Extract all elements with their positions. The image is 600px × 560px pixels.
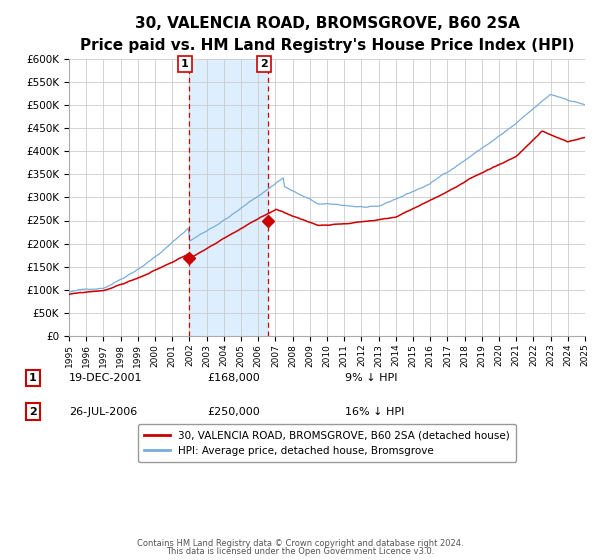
Text: Contains HM Land Registry data © Crown copyright and database right 2024.: Contains HM Land Registry data © Crown c…	[137, 539, 463, 548]
Text: 1: 1	[29, 373, 37, 383]
Bar	[189, 59, 268, 336]
Text: 16% ↓ HPI: 16% ↓ HPI	[345, 407, 404, 417]
Text: 2: 2	[260, 59, 268, 69]
Text: This data is licensed under the Open Government Licence v3.0.: This data is licensed under the Open Gov…	[166, 547, 434, 556]
Text: 1: 1	[181, 59, 189, 69]
Text: 2: 2	[29, 407, 37, 417]
Legend: 30, VALENCIA ROAD, BROMSGROVE, B60 2SA (detached house), HPI: Average price, det: 30, VALENCIA ROAD, BROMSGROVE, B60 2SA (…	[137, 424, 517, 462]
Text: £250,000: £250,000	[207, 407, 260, 417]
Text: 9% ↓ HPI: 9% ↓ HPI	[345, 373, 398, 383]
Text: 26-JUL-2006: 26-JUL-2006	[69, 407, 137, 417]
Text: 19-DEC-2001: 19-DEC-2001	[69, 373, 143, 383]
Text: £168,000: £168,000	[207, 373, 260, 383]
Title: 30, VALENCIA ROAD, BROMSGROVE, B60 2SA
Price paid vs. HM Land Registry's House P: 30, VALENCIA ROAD, BROMSGROVE, B60 2SA P…	[80, 16, 574, 53]
